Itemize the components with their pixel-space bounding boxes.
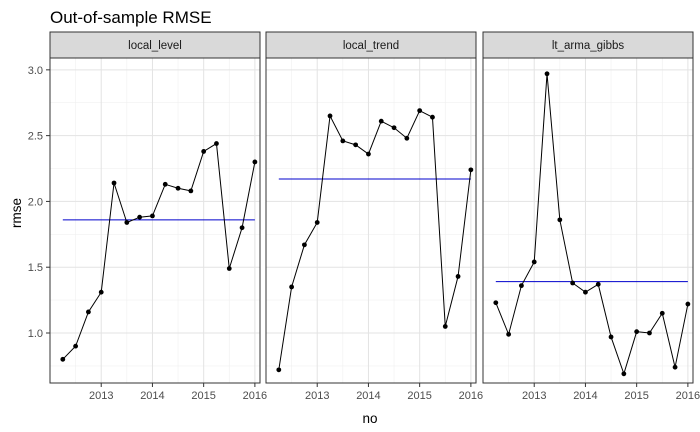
y-tick-label: 2.5 — [28, 131, 43, 143]
data-point — [226, 266, 232, 271]
x-tick-label: 2016 — [459, 390, 483, 402]
data-point — [302, 242, 307, 248]
x-tick-label: 2013 — [89, 390, 113, 402]
panel-strip — [49, 31, 261, 59]
data-point — [430, 114, 435, 120]
data-point — [289, 284, 295, 290]
x-tick-label: 2014 — [356, 390, 380, 402]
x-tick-label: 2014 — [573, 390, 597, 402]
data-point — [73, 343, 79, 349]
chart-title: Out-of-sample RMSE — [50, 8, 212, 27]
data-point — [366, 151, 371, 157]
data-point — [455, 274, 461, 279]
data-point — [340, 138, 346, 144]
data-point — [647, 330, 652, 336]
data-point — [378, 118, 384, 124]
data-point — [519, 283, 524, 289]
data-point — [417, 108, 423, 114]
data-point — [685, 301, 691, 307]
x-tick-label: 2013 — [305, 390, 329, 402]
data-point — [583, 289, 588, 295]
data-point — [111, 180, 117, 186]
data-point — [188, 188, 194, 194]
x-tick-label: 2014 — [140, 390, 164, 402]
data-point — [150, 213, 155, 219]
panel-border — [482, 57, 694, 384]
series-line — [495, 73, 689, 376]
panel-background — [266, 58, 476, 383]
data-point — [137, 214, 143, 220]
x-axis-title: no — [362, 411, 377, 426]
y-tick-label: 1.0 — [28, 328, 43, 340]
data-point — [391, 125, 397, 131]
panel-local_level: local_level 2013 2014 2015 2016 — [49, 31, 267, 402]
data-point — [544, 71, 550, 77]
data-point — [672, 364, 678, 370]
x-tick-label: 2016 — [243, 390, 267, 402]
panel-strip — [265, 31, 477, 59]
data-point — [201, 149, 207, 154]
series-line — [62, 142, 256, 360]
data-point — [595, 281, 601, 287]
data-point — [252, 159, 258, 165]
data-point — [353, 142, 359, 148]
data-point — [621, 371, 627, 377]
x-tick-label: 2015 — [407, 390, 431, 402]
data-point — [86, 309, 91, 315]
x-tick-label: 2013 — [522, 390, 546, 402]
data-point — [608, 334, 614, 340]
panel-strip-label: local_level — [128, 40, 182, 52]
data-point — [175, 185, 181, 191]
facet-panels: local_level 2013 2014 2015 2016 local_trend 20… — [49, 31, 700, 402]
data-point — [442, 324, 448, 329]
data-point — [506, 331, 512, 337]
x-tick-label: 2016 — [676, 390, 700, 402]
data-point — [468, 167, 474, 173]
panel-lt_arma_gibbs: lt_arma_gibbs 2013 2014 2015 2016 — [482, 31, 700, 402]
data-point — [276, 367, 282, 373]
x-tick-label: 2015 — [624, 390, 648, 402]
data-point — [124, 220, 130, 225]
y-axis: 1.0 1.5 2.0 2.5 3.0 — [28, 65, 50, 340]
panel-background — [50, 58, 260, 383]
data-point — [239, 225, 245, 231]
panel-strip-label: local_trend — [343, 40, 399, 52]
data-point — [493, 300, 499, 306]
data-point — [659, 310, 665, 316]
x-tick-label: 2015 — [191, 390, 215, 402]
series-line — [278, 109, 472, 370]
data-point — [214, 141, 219, 146]
data-point — [98, 289, 104, 295]
data-point — [557, 217, 563, 223]
data-point — [404, 135, 410, 141]
data-point — [60, 356, 66, 362]
y-tick-label: 2.0 — [28, 196, 43, 208]
panel-border — [265, 57, 477, 384]
data-point — [570, 280, 576, 286]
data-point — [327, 113, 333, 119]
y-tick-label: 1.5 — [28, 262, 43, 274]
data-point — [531, 259, 537, 265]
data-point — [634, 329, 640, 335]
panel-border — [49, 57, 261, 384]
y-axis-title: rmse — [9, 198, 24, 228]
panel-strip-label: lt_arma_gibbs — [552, 40, 624, 52]
panel-background — [483, 58, 693, 383]
data-point — [162, 181, 168, 187]
panel-local_trend: local_trend 2013 2014 2015 2016 — [265, 31, 483, 402]
y-tick-label: 3.0 — [28, 65, 43, 77]
panel-strip — [482, 31, 694, 59]
data-point — [314, 220, 320, 225]
